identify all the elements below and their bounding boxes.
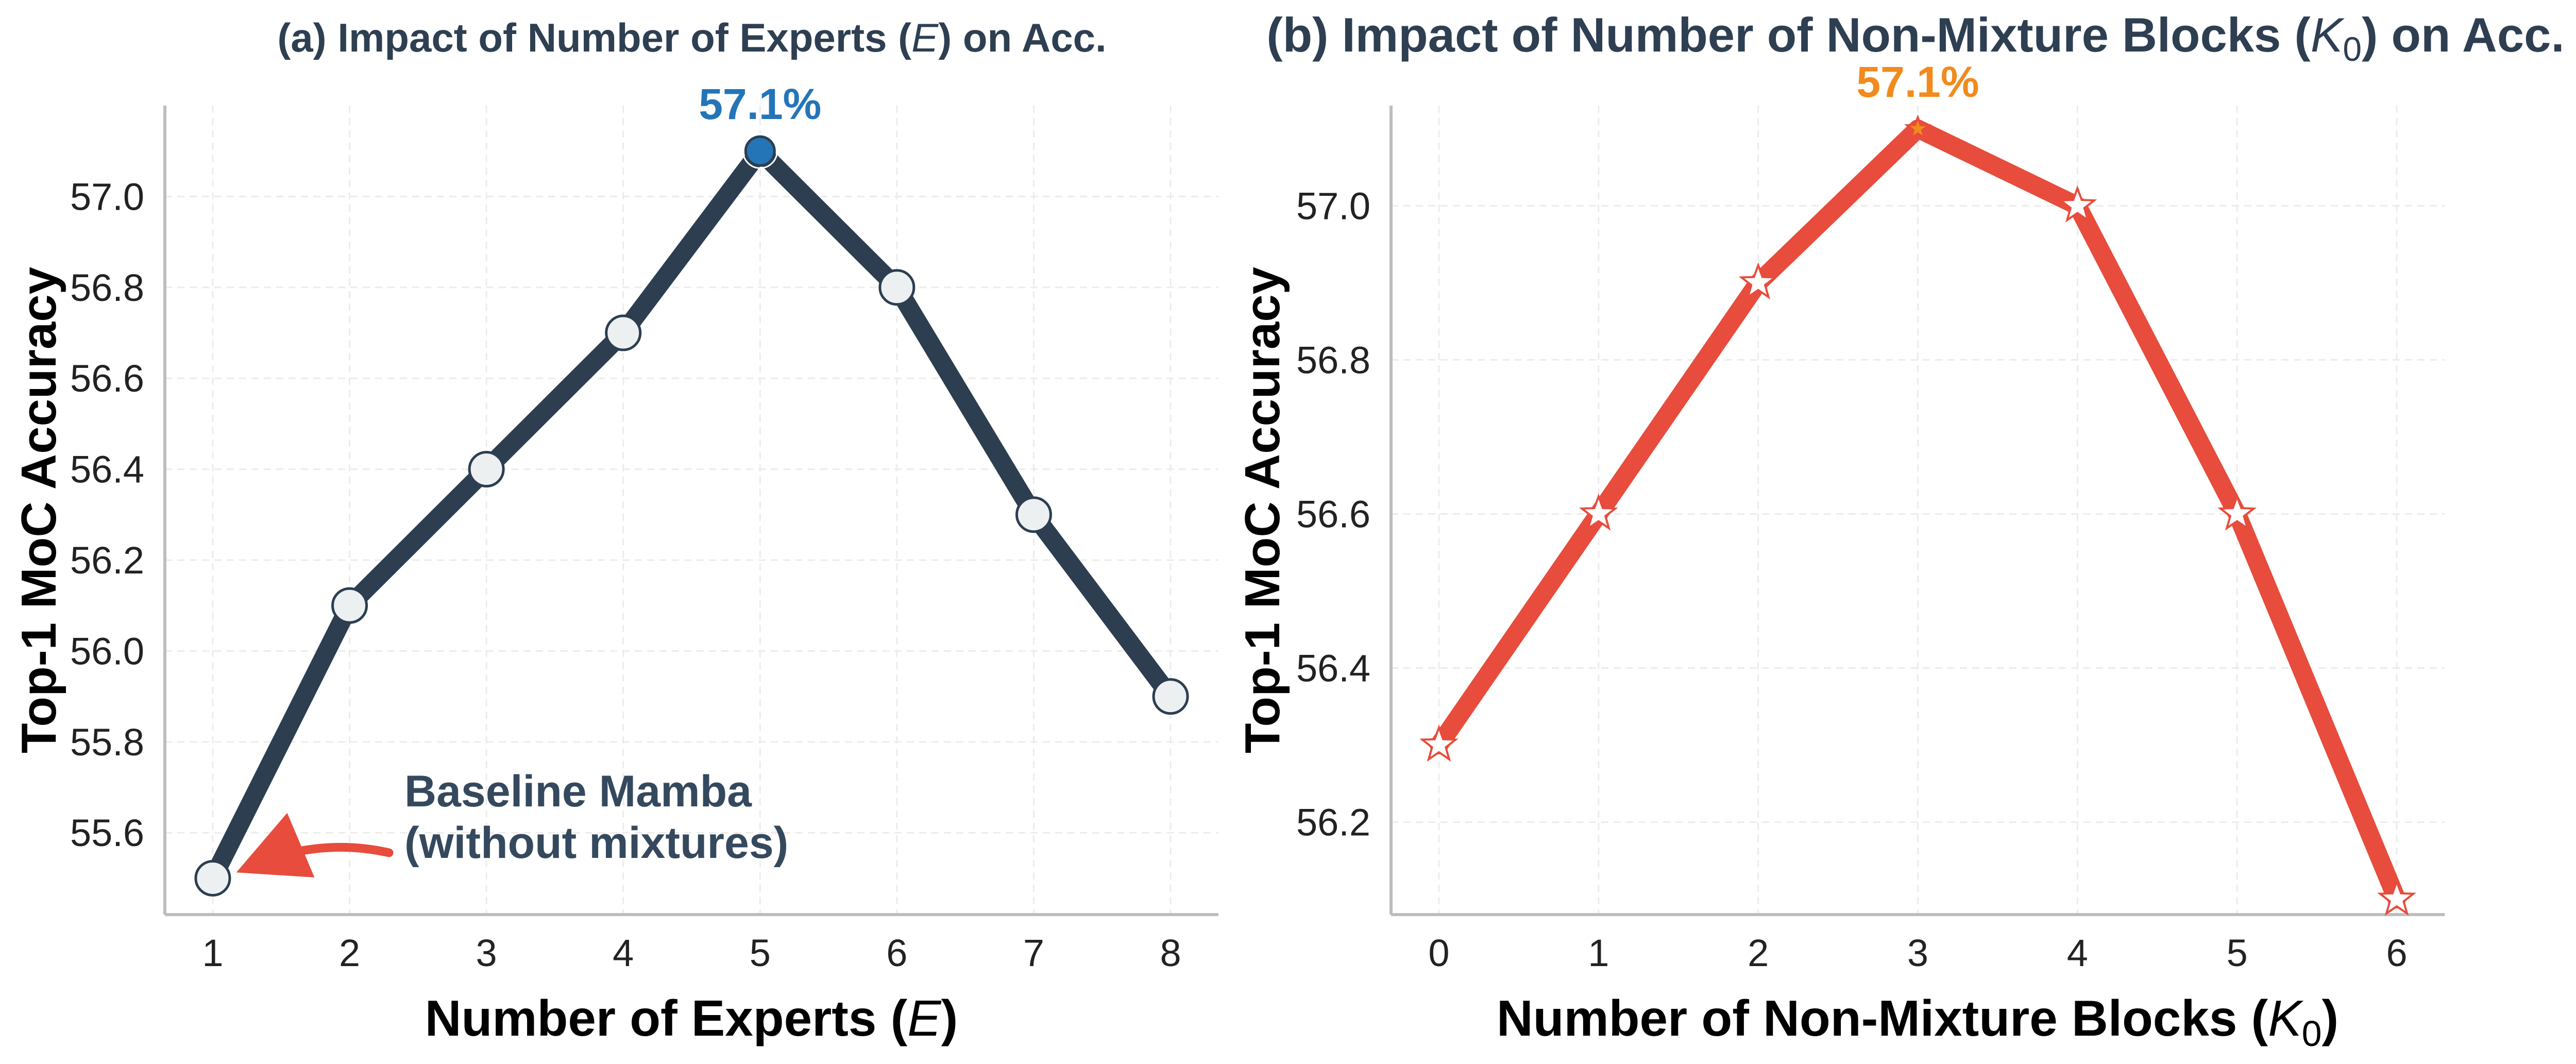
y-tick-label: 57.0 <box>1296 184 1370 227</box>
annotation-baseline-line2: (without mixtures) <box>404 818 788 868</box>
series-line <box>204 142 1180 888</box>
x-tick-label: 1 <box>202 932 223 974</box>
y-tick-label: 56.6 <box>1296 493 1370 535</box>
panel-b-x-axis-label: Number of Non-Mixture Blocks (K0) <box>1497 990 2338 1054</box>
y-tick-label: 56.8 <box>70 266 144 309</box>
data-point <box>1738 262 1778 300</box>
data-point <box>468 451 505 488</box>
panel-b-non-mixture-blocks: (b) Impact of Number of Non-Mixture Bloc… <box>1235 8 2565 1054</box>
panel-b-y-axis-label: Top-1 MoC Accuracy <box>1235 267 1290 753</box>
panel-b-axes <box>1389 106 2445 916</box>
y-tick-label: 56.4 <box>70 448 144 491</box>
panel-b-title: (b) Impact of Number of Non-Mixture Bloc… <box>1266 8 2564 68</box>
y-tick-label: 56.8 <box>1296 339 1370 381</box>
data-point <box>1419 724 1459 762</box>
panel-a-series <box>194 133 1189 897</box>
x-tick-label: 5 <box>2227 932 2248 974</box>
panel-a-title: (a) Impact of Number of Experts (E) on A… <box>277 15 1106 60</box>
panel-b-series <box>1419 114 2416 916</box>
data-point <box>2217 493 2257 531</box>
x-tick-label: 7 <box>1023 932 1044 974</box>
x-tick-label: 3 <box>1907 932 1928 974</box>
x-tick-label: 2 <box>1748 932 1769 974</box>
y-tick-label: 57.0 <box>70 175 144 218</box>
x-tick-label: 6 <box>2386 932 2407 974</box>
peak-data-point <box>744 135 776 167</box>
panel-a-axes <box>163 106 1218 916</box>
data-point <box>878 269 916 306</box>
y-tick-label: 56.4 <box>1296 647 1370 690</box>
y-tick-label: 56.6 <box>70 357 144 400</box>
panel-b-gridlines <box>1391 106 2445 915</box>
panel-b-peak-label: 57.1% <box>1856 58 1979 106</box>
data-point <box>2058 185 2097 223</box>
data-point <box>1152 678 1189 715</box>
data-point <box>2377 879 2416 916</box>
y-tick-label: 56.0 <box>70 630 144 672</box>
panel-a-peak-label: 57.1% <box>699 80 821 128</box>
annotation-arrow <box>236 813 394 877</box>
data-point <box>605 314 642 351</box>
x-tick-label: 5 <box>750 932 771 974</box>
panel-a-gridlines <box>165 106 1218 915</box>
peak-data-point <box>1904 114 1932 141</box>
x-tick-label: 6 <box>886 932 907 974</box>
y-tick-label: 56.2 <box>70 539 144 582</box>
y-tick-label: 55.8 <box>70 721 144 764</box>
x-tick-label: 4 <box>613 932 634 974</box>
x-tick-label: 8 <box>1160 932 1181 974</box>
panel-a-ticks: 55.6 55.8 56.0 56.2 56.4 56.6 56.8 57.0 1 2 3 4 5 6 7 8 <box>70 175 1181 974</box>
data-point <box>1015 496 1052 533</box>
peak-data-point-ring <box>742 133 778 169</box>
data-point <box>1579 493 1618 531</box>
data-point <box>331 587 368 624</box>
x-tick-label: 0 <box>1428 932 1449 974</box>
panel-a-y-axis-label: Top-1 MoC Accuracy <box>11 267 66 753</box>
panel-b-ticks: 56.2 56.4 56.6 56.8 57.0 0 1 2 3 4 5 6 <box>1296 184 2408 974</box>
x-tick-label: 1 <box>1588 932 1609 974</box>
annotation-baseline-line1: Baseline Mamba <box>404 767 752 816</box>
data-point <box>194 859 231 897</box>
panel-a-experts: (a) Impact of Number of Experts (E) on A… <box>11 15 1218 1046</box>
x-tick-label: 4 <box>2067 932 2088 974</box>
y-tick-label: 56.2 <box>1296 801 1370 844</box>
y-tick-label: 55.6 <box>70 812 144 854</box>
panel-a-x-axis-label: Number of Experts (E) <box>425 990 958 1046</box>
x-tick-label: 2 <box>339 932 360 974</box>
x-tick-label: 3 <box>476 932 497 974</box>
